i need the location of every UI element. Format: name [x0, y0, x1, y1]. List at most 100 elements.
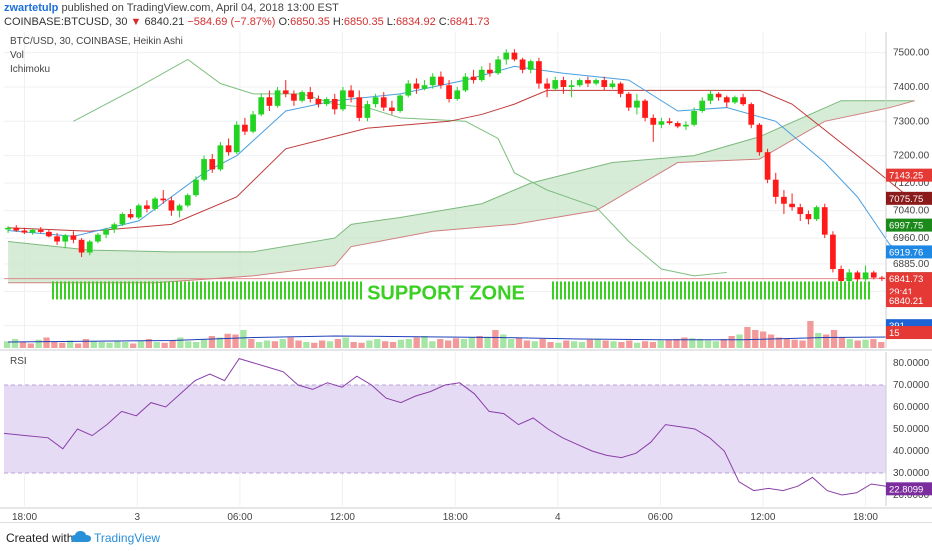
- candle-body: [356, 97, 363, 118]
- candle-body: [62, 235, 69, 242]
- chart-header: zwartetulp published on TradingView.com,…: [0, 0, 932, 30]
- volume-bar: [823, 334, 830, 348]
- candle-body: [789, 203, 795, 208]
- tradingview-brand[interactable]: TradingView: [94, 531, 161, 545]
- volume-bar: [27, 343, 34, 348]
- candle-body: [805, 214, 812, 220]
- candle-body: [364, 104, 371, 118]
- symbol-label: COINBASE:BTCUSD, 30: [4, 16, 128, 28]
- volume-bar: [35, 339, 42, 348]
- candle-body: [282, 90, 289, 94]
- candle-body: [699, 100, 706, 111]
- price-tag: [886, 294, 932, 308]
- support-zone-hatch: [80, 281, 82, 300]
- support-zone-hatch: [612, 281, 614, 300]
- candle-body: [691, 111, 697, 125]
- tradingview-cloud-icon: [71, 531, 91, 542]
- candle-body: [438, 76, 444, 86]
- candle-body: [54, 236, 60, 242]
- candle-body: [348, 90, 354, 98]
- volume-bar: [767, 334, 775, 348]
- support-zone-hatch: [820, 281, 822, 300]
- volume-bar: [389, 342, 397, 348]
- support-zone-hatch: [220, 281, 222, 300]
- support-zone-hatch: [200, 281, 202, 300]
- volume-bar: [319, 340, 326, 348]
- support-zone-hatch: [244, 281, 246, 300]
- support-zone-hatch: [568, 281, 570, 300]
- volume-bar: [594, 339, 601, 348]
- support-zone-hatch: [832, 281, 834, 300]
- support-zone-hatch: [700, 281, 702, 300]
- volume-bar: [98, 342, 105, 348]
- volume-bar: [697, 339, 704, 348]
- volume-bar: [500, 334, 507, 348]
- volume-bar: [19, 342, 27, 348]
- candle-body: [111, 224, 118, 230]
- support-zone-hatch: [560, 281, 562, 300]
- candle-body: [225, 145, 232, 153]
- support-zone-hatch: [652, 281, 654, 300]
- volume-bar: [531, 341, 538, 348]
- candle-body: [266, 97, 273, 106]
- support-zone-hatch: [624, 281, 626, 300]
- candle-body: [176, 205, 183, 211]
- volume-bar: [263, 340, 271, 348]
- rsi-axis-tick-label: 40.0000: [893, 446, 930, 457]
- support-zone-hatch: [184, 281, 186, 300]
- candle-body: [585, 80, 591, 84]
- volume-bar: [67, 340, 74, 348]
- rsi-pane[interactable]: 80.0000 70.0000 60.0000 50.0000 40.0000 30.00…: [0, 349, 932, 506]
- volume-bar: [311, 342, 318, 348]
- volume-bar: [421, 336, 428, 348]
- volume-bar: [634, 342, 641, 348]
- author-link[interactable]: zwartetulp: [4, 2, 59, 14]
- volume-bar: [775, 337, 783, 348]
- support-zone-hatch: [628, 281, 630, 300]
- candle-body: [617, 83, 624, 94]
- main-price-pane[interactable]: SUPPORT ZONE BTC/USD, 30, COINBASE, Heiki…: [4, 32, 932, 348]
- chart-canvas[interactable]: SUPPORT ZONE BTC/USD, 30, COINBASE, Heiki…: [0, 30, 932, 522]
- volume-bar: [256, 342, 263, 348]
- candle-body: [715, 93, 722, 98]
- candle-body: [674, 123, 681, 127]
- candle-body: [813, 207, 820, 220]
- x-tick-label: 3: [135, 512, 141, 522]
- volume-bar: [51, 342, 58, 348]
- volume-bar: [610, 341, 617, 348]
- volume-bar: [712, 341, 720, 348]
- support-zone-hatch: [640, 281, 642, 300]
- candle-body: [315, 98, 322, 105]
- support-zone-hatch: [816, 281, 818, 300]
- support-zone-hatch: [92, 281, 94, 300]
- volume-bar: [830, 330, 838, 348]
- support-zone-hatch: [724, 281, 726, 300]
- support-zone-hatch: [116, 281, 118, 300]
- support-zone-hatch: [76, 281, 78, 300]
- price-tag-label: 6841.73: [889, 274, 923, 285]
- candle-body: [389, 107, 395, 111]
- support-zone-hatch: [84, 281, 86, 300]
- published-text: published on TradingView.com, April 04, …: [61, 2, 339, 14]
- support-zone-hatch: [620, 281, 622, 300]
- candle-body: [446, 85, 452, 99]
- support-zone-hatch: [716, 281, 718, 300]
- support-zone-hatch: [88, 281, 90, 300]
- leading-span-a-line: [8, 100, 915, 253]
- support-zone-hatch: [844, 281, 846, 300]
- candle-body: [250, 114, 256, 132]
- volume-bar: [90, 341, 97, 348]
- candle-body: [552, 80, 559, 89]
- support-zone-hatch: [276, 281, 278, 300]
- support-zone-hatch: [720, 281, 722, 300]
- volume-bar: [161, 342, 168, 348]
- candle-body: [846, 272, 853, 282]
- support-zone-hatch: [596, 281, 598, 300]
- support-zone-hatch: [556, 281, 558, 300]
- volume-bar: [641, 341, 649, 348]
- volume-bar: [657, 340, 664, 348]
- candle-body: [634, 100, 640, 108]
- support-zone-hatch: [332, 281, 334, 300]
- volume-bar: [232, 334, 239, 348]
- down-arrow-icon: ▼: [130, 16, 142, 28]
